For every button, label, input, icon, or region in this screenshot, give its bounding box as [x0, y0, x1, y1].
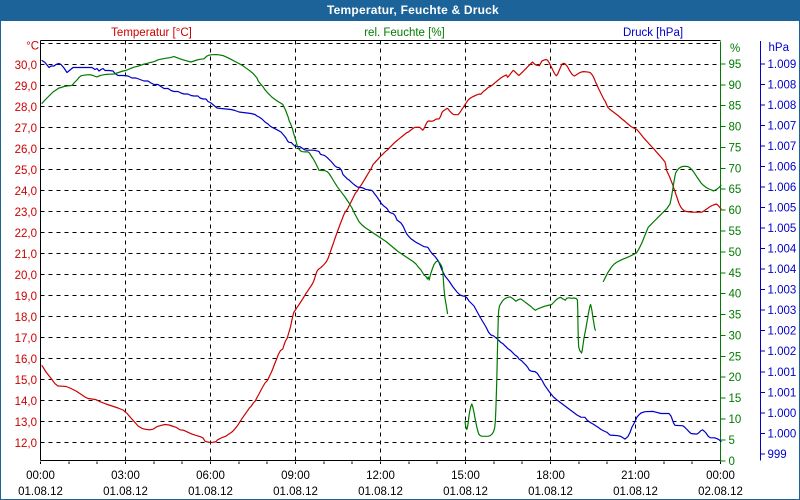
svg-text:19,0: 19,0: [15, 291, 37, 303]
svg-text:1.002: 1.002: [768, 346, 797, 358]
svg-text:28,0: 28,0: [15, 102, 37, 114]
svg-text:85: 85: [729, 101, 742, 113]
svg-text:24,0: 24,0: [15, 186, 37, 198]
svg-text:13,0: 13,0: [15, 417, 37, 429]
svg-text:65: 65: [729, 184, 742, 196]
svg-text:30,0: 30,0: [15, 60, 37, 72]
svg-text:95: 95: [729, 59, 742, 71]
svg-text:06:00: 06:00: [196, 470, 225, 482]
svg-text:70: 70: [729, 163, 742, 175]
svg-text:Druck [hPa]: Druck [hPa]: [623, 27, 683, 39]
svg-text:15: 15: [729, 393, 742, 405]
svg-text:Temperatur [°C]: Temperatur [°C]: [111, 27, 192, 39]
svg-text:°C: °C: [26, 41, 39, 53]
svg-text:01.08.12: 01.08.12: [443, 486, 488, 498]
svg-text:rel. Feuchte [%]: rel. Feuchte [%]: [364, 27, 445, 39]
svg-text:1.007: 1.007: [768, 120, 797, 132]
svg-text:01.08.12: 01.08.12: [528, 486, 573, 498]
svg-text:14,0: 14,0: [15, 396, 37, 408]
svg-text:1.006: 1.006: [768, 182, 797, 194]
svg-text:01.08.12: 01.08.12: [18, 486, 63, 498]
svg-text:27,0: 27,0: [15, 123, 37, 135]
svg-text:1.001: 1.001: [768, 367, 797, 379]
svg-text:90: 90: [729, 80, 742, 92]
svg-text:23,0: 23,0: [15, 207, 37, 219]
svg-text:0: 0: [729, 456, 735, 468]
svg-text:21:00: 21:00: [621, 470, 650, 482]
svg-text:25,0: 25,0: [15, 165, 37, 177]
svg-text:17,0: 17,0: [15, 333, 37, 345]
svg-text:1.003: 1.003: [768, 305, 797, 317]
svg-text:40: 40: [729, 289, 742, 301]
svg-text:5: 5: [729, 435, 735, 447]
svg-text:1.009: 1.009: [768, 59, 797, 71]
svg-text:1.004: 1.004: [768, 264, 797, 276]
svg-text:30: 30: [729, 331, 742, 343]
svg-text:1.000: 1.000: [768, 428, 797, 440]
svg-text:01.08.12: 01.08.12: [273, 486, 318, 498]
svg-text:60: 60: [729, 205, 742, 217]
svg-text:15:00: 15:00: [451, 470, 480, 482]
svg-text:1.004: 1.004: [768, 244, 797, 256]
svg-text:55: 55: [729, 226, 742, 238]
svg-text:hPa: hPa: [769, 42, 790, 54]
svg-text:999: 999: [768, 449, 787, 461]
svg-text:29,0: 29,0: [15, 81, 37, 93]
svg-text:20: 20: [729, 372, 742, 384]
svg-text:12:00: 12:00: [366, 470, 395, 482]
svg-text:%: %: [730, 43, 740, 55]
svg-text:18:00: 18:00: [536, 470, 565, 482]
svg-text:1.007: 1.007: [768, 141, 797, 153]
svg-text:25: 25: [729, 351, 742, 363]
svg-text:01.08.12: 01.08.12: [358, 486, 403, 498]
svg-text:15,0: 15,0: [15, 375, 37, 387]
svg-text:75: 75: [729, 143, 742, 155]
svg-text:1.006: 1.006: [768, 161, 797, 173]
svg-text:10: 10: [729, 414, 742, 426]
svg-text:21,0: 21,0: [15, 249, 37, 261]
svg-text:1.005: 1.005: [768, 223, 797, 235]
svg-text:1.005: 1.005: [768, 203, 797, 215]
svg-text:02.08.12: 02.08.12: [698, 486, 743, 498]
svg-text:50: 50: [729, 247, 742, 259]
svg-text:22,0: 22,0: [15, 228, 37, 240]
svg-text:80: 80: [729, 122, 742, 134]
svg-text:35: 35: [729, 310, 742, 322]
svg-text:12,0: 12,0: [15, 438, 37, 450]
svg-text:45: 45: [729, 268, 742, 280]
svg-text:20,0: 20,0: [15, 270, 37, 282]
svg-text:01.08.12: 01.08.12: [103, 486, 148, 498]
svg-text:1.001: 1.001: [768, 387, 797, 399]
svg-text:01.08.12: 01.08.12: [613, 486, 658, 498]
svg-text:09:00: 09:00: [281, 470, 310, 482]
svg-text:1.002: 1.002: [768, 326, 797, 338]
svg-text:01.08.12: 01.08.12: [188, 486, 233, 498]
svg-text:18,0: 18,0: [15, 312, 37, 324]
svg-text:00:00: 00:00: [706, 470, 735, 482]
svg-text:00:00: 00:00: [26, 470, 55, 482]
svg-text:26,0: 26,0: [15, 144, 37, 156]
svg-text:1.008: 1.008: [768, 79, 797, 91]
svg-text:1.008: 1.008: [768, 100, 797, 112]
svg-text:1.003: 1.003: [768, 285, 797, 297]
svg-text:16,0: 16,0: [15, 354, 37, 366]
svg-text:1.000: 1.000: [768, 408, 797, 420]
svg-text:03:00: 03:00: [111, 470, 140, 482]
